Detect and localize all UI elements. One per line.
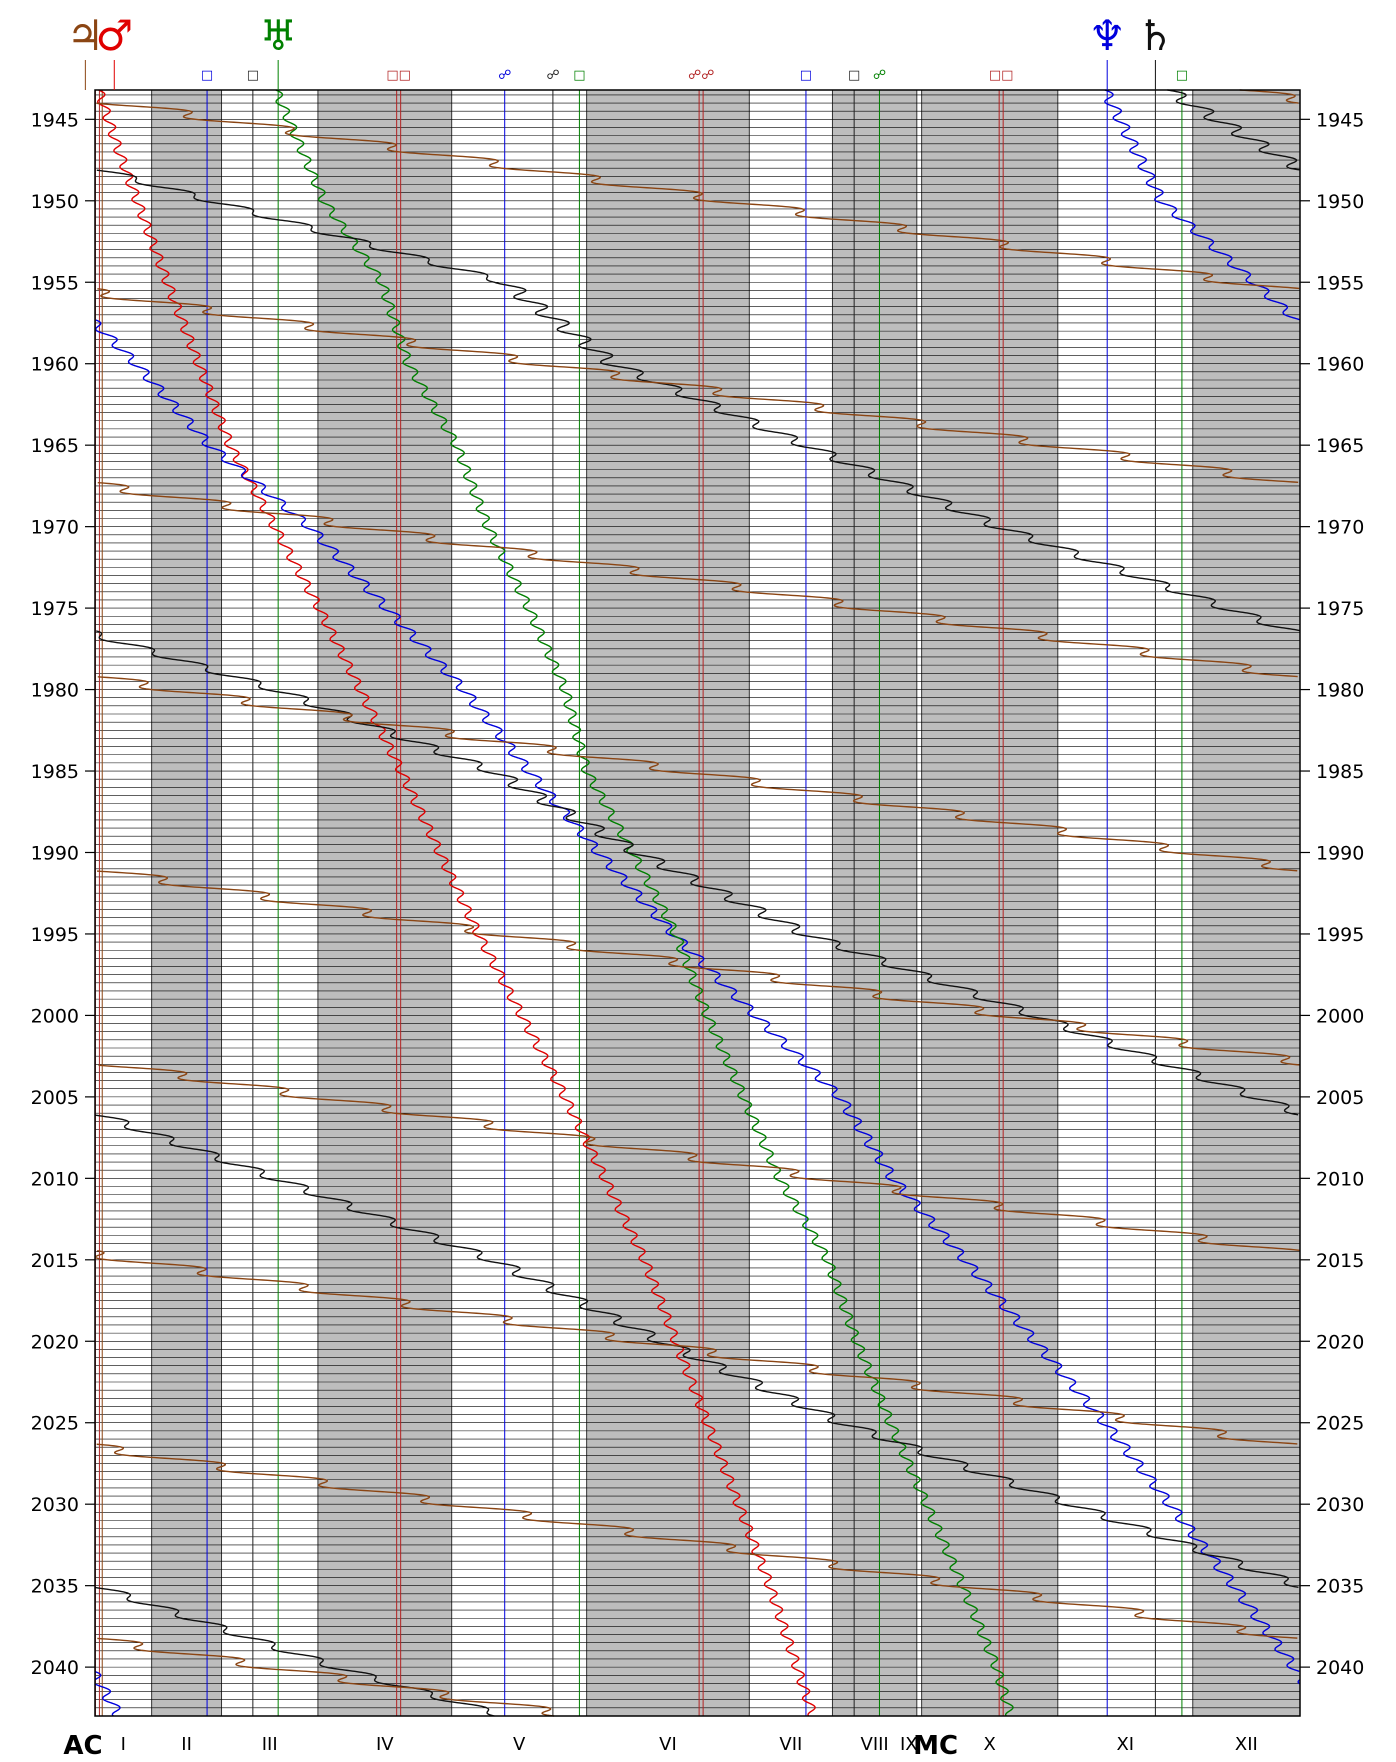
tick-label: 2030: [31, 1494, 79, 1516]
planet-track-3: [95, 89, 1300, 1717]
tick-label: 2015: [31, 1250, 79, 1272]
tick-label: 2015: [1316, 1250, 1364, 1272]
tick-label: 2025: [31, 1413, 79, 1435]
aspect-label: □: [848, 68, 860, 83]
plot-frame: [94, 89, 1301, 1717]
planet-track-0: [97, 89, 816, 1717]
tick-label: 1970: [1316, 517, 1364, 539]
top-markers: □ □ □□ ☍ ☍ □ ☍☍ □ □ ☍ □□ □♃♂ ♅ ♆ ♄: [67, 11, 1188, 90]
tick-label: 1995: [31, 924, 79, 946]
tick-label: 2020: [31, 1331, 79, 1353]
tick-label: 1960: [1316, 354, 1364, 376]
tick-label: 2040: [1316, 1657, 1364, 1679]
house-label: III: [262, 1734, 278, 1755]
house-band-x: [921, 90, 1058, 1716]
planet-symbol: ♅: [259, 11, 297, 60]
tick-label: 2035: [1316, 1576, 1364, 1598]
tick-label: 1970: [31, 517, 79, 539]
tick-label: 1985: [1316, 761, 1364, 783]
tick-label: 2040: [31, 1657, 79, 1679]
aspect-label: ☍: [498, 68, 511, 83]
aspect-label: □: [573, 68, 585, 83]
house-bands: [94, 90, 1300, 1716]
planet-symbol: ♆: [1088, 11, 1126, 60]
tick-label: 1965: [1316, 435, 1364, 457]
tick-label: 2010: [31, 1168, 79, 1190]
house-band-iv: [317, 90, 452, 1716]
aspect-label: ☍: [546, 68, 559, 83]
tick-label: 2005: [31, 1087, 79, 1109]
tick-label: 1990: [31, 842, 79, 864]
tick-label: 2035: [31, 1576, 79, 1598]
tick-label: 1945: [1316, 109, 1364, 131]
tick-label: 2030: [1316, 1494, 1364, 1516]
aspect-label: □: [247, 68, 259, 83]
planet-symbol: ♃: [67, 11, 105, 60]
tick-label: 1980: [1316, 680, 1364, 702]
tick-label: 1955: [31, 272, 79, 294]
planet-track-1: [94, 89, 1301, 1717]
aspect-label: □□: [386, 68, 411, 83]
house-label: VII: [779, 1734, 802, 1755]
house-label: V: [513, 1734, 526, 1755]
tick-label: 1980: [31, 680, 79, 702]
house-label: X: [984, 1734, 996, 1755]
house-band-vi: [586, 90, 750, 1716]
planet-symbol: ♂: [95, 11, 133, 60]
house-label: I: [121, 1734, 126, 1755]
angle-label: MC: [913, 1731, 958, 1758]
tick-label: 1955: [1316, 272, 1364, 294]
aspect-label: □: [1176, 68, 1188, 83]
house-label: XI: [1116, 1734, 1134, 1755]
house-label: VI: [659, 1734, 677, 1755]
planet-track-2: [275, 89, 1014, 1717]
aspect-label: ☍: [873, 68, 886, 83]
minor-grid: [95, 94, 1300, 1717]
planet-track-4: [94, 89, 1300, 1717]
tick-label: 1975: [31, 598, 79, 620]
house-band-viii: [832, 90, 917, 1716]
aspect-label: □: [800, 68, 812, 83]
tick-label: 2020: [1316, 1331, 1364, 1353]
tick-label: 2000: [31, 1005, 79, 1027]
tick-label: 1965: [31, 435, 79, 457]
tick-label: 2010: [1316, 1168, 1364, 1190]
tick-label: 1990: [1316, 842, 1364, 864]
tick-label: 2005: [1316, 1087, 1364, 1109]
tick-label: 2000: [1316, 1005, 1364, 1027]
house-label: VIII: [861, 1734, 889, 1755]
aspect-label: □□: [989, 68, 1014, 83]
tick-label: 1995: [1316, 924, 1364, 946]
angle-label: AC: [63, 1731, 102, 1758]
tick-label: 1950: [31, 191, 79, 213]
aspect-label: □: [201, 68, 213, 83]
house-band-ii: [151, 90, 222, 1716]
house-label: IV: [376, 1734, 394, 1755]
tick-label: 1985: [31, 761, 79, 783]
tick-label: 2025: [1316, 1413, 1364, 1435]
house-label: II: [181, 1734, 192, 1755]
planet-tracks: [94, 89, 1301, 1717]
tick-label: 1950: [1316, 191, 1364, 213]
house-label: IX: [900, 1734, 918, 1755]
house-label: XII: [1235, 1734, 1258, 1755]
tick-label: 1975: [1316, 598, 1364, 620]
tick-label: 1960: [31, 354, 79, 376]
year-ticks: 1945 1945 1950 1950 1955 1955 1960 1960 1965 1965…: [31, 109, 1365, 1679]
tick-label: 1945: [31, 109, 79, 131]
house-band-xii: [1192, 90, 1300, 1716]
aspect-label: ☍☍: [688, 68, 714, 83]
planet-symbol: ♄: [1137, 11, 1175, 60]
plot-border: [94, 89, 1301, 1717]
